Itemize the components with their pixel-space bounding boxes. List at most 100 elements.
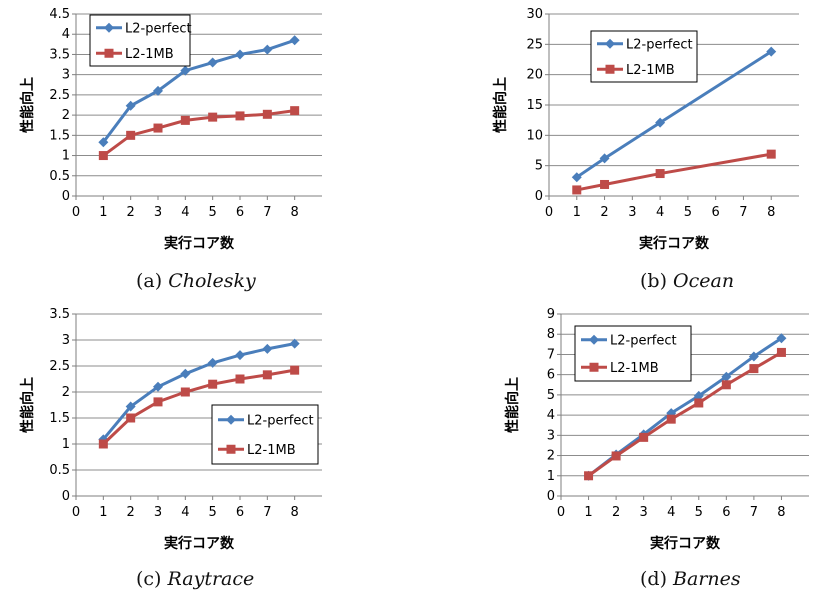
legend-label: L2-1MB: [610, 361, 659, 376]
data-point: [290, 365, 300, 375]
legend-label: L2-1MB: [626, 63, 675, 78]
x-tick-label: 8: [291, 205, 299, 220]
y-tick-label: 2: [62, 385, 70, 400]
legend-label: L2-perfect: [247, 413, 314, 428]
data-point: [766, 149, 776, 159]
data-point: [600, 179, 610, 189]
y-axis-label: 性能向上: [19, 77, 36, 133]
y-tick-label: 2.5: [49, 88, 70, 103]
series-l2-perfect: [571, 46, 777, 183]
x-tick-label: 3: [640, 505, 648, 520]
y-tick-label: 3.5: [49, 47, 70, 62]
data-point: [571, 172, 582, 183]
data-point: [693, 390, 704, 401]
x-tick-label: 7: [739, 205, 747, 220]
x-tick-label: 2: [600, 205, 608, 220]
data-point: [694, 398, 704, 408]
x-tick-label: 7: [750, 505, 758, 520]
y-tick-label: 1.5: [49, 128, 70, 143]
data-point: [290, 106, 300, 116]
y-tick-label: 20: [526, 68, 543, 83]
caption-text: Cholesky: [168, 270, 256, 292]
data-point: [262, 343, 273, 354]
x-tick-label: 1: [99, 505, 107, 520]
legend: L2-perfect L2-1MB: [211, 404, 319, 465]
y-tick-label: 10: [526, 128, 543, 143]
legend: L2-perfect L2-1MB: [590, 30, 698, 83]
caption-text: Raytrace: [167, 568, 255, 590]
x-tick-label: 6: [712, 205, 720, 220]
y-tick-label: 0: [62, 489, 70, 504]
data-point: [98, 137, 109, 148]
series-l2-perfect: [98, 338, 300, 445]
series-line: [102, 368, 295, 446]
legend-swatch-marker: [605, 64, 615, 74]
x-tick-label: 4: [667, 505, 675, 520]
data-point: [207, 57, 218, 68]
x-tick-label: 2: [127, 505, 135, 520]
series-line: [102, 109, 295, 157]
legend-label: L2-perfect: [610, 333, 677, 348]
x-tick-label: 8: [777, 505, 785, 520]
y-tick-label: 4: [547, 408, 555, 423]
caption-cholesky: (a) Cholesky: [136, 270, 256, 292]
series-line: [575, 50, 773, 179]
data-point: [721, 371, 732, 382]
y-tick-label: 0: [535, 189, 543, 204]
x-tick-label: 0: [545, 205, 553, 220]
data-point: [262, 44, 273, 55]
x-tick-label: 2: [127, 205, 135, 220]
y-tick-label: 9: [547, 307, 555, 322]
x-tick-label: 6: [722, 505, 730, 520]
data-point: [289, 35, 300, 46]
caption-label: (a): [136, 270, 163, 292]
x-tick-label: 3: [154, 505, 162, 520]
x-tick-label: 1: [99, 205, 107, 220]
legend: L2-perfect L2-1MB: [89, 14, 192, 67]
data-point: [235, 111, 245, 121]
data-point: [126, 413, 136, 423]
data-point: [207, 357, 218, 368]
data-point: [235, 49, 245, 60]
x-tick-label: 6: [236, 205, 244, 220]
y-tick-label: 2: [62, 108, 70, 123]
x-tick-label: 1: [573, 205, 581, 220]
legend-swatch-marker: [226, 444, 236, 454]
data-point: [208, 112, 218, 122]
data-point: [153, 397, 163, 407]
y-tick-label: 3: [62, 333, 70, 348]
data-point: [180, 115, 190, 125]
x-tick-label: 5: [209, 505, 217, 520]
legend-swatch-marker: [605, 38, 615, 49]
caption-raytrace: (c) Raytrace: [136, 568, 254, 590]
series-l2-1mb: [584, 347, 786, 481]
x-tick-label: 3: [628, 205, 636, 220]
data-point: [235, 374, 245, 384]
data-point: [599, 153, 610, 164]
data-point: [125, 401, 136, 412]
data-point: [666, 408, 677, 419]
data-point: [584, 471, 594, 481]
caption-label: (b): [640, 270, 667, 292]
legend: L2-perfect L2-1MB: [574, 325, 692, 382]
y-tick-label: 5: [547, 388, 555, 403]
data-point: [611, 451, 621, 461]
y-axis-label: 性能向上: [504, 377, 521, 433]
series-l2-perfect: [98, 35, 300, 148]
series-l2-1mb: [572, 149, 776, 195]
y-tick-label: 2.5: [49, 359, 70, 374]
data-point: [289, 338, 300, 349]
data-point: [655, 117, 666, 128]
x-axis-label: 実行コア数: [164, 535, 235, 552]
legend-swatch-marker: [226, 414, 236, 425]
y-tick-label: 1: [547, 469, 555, 484]
y-tick-label: 5: [535, 159, 543, 174]
chart-cholesky: 0 0.5 1 1.5 2 2.5 3 3.5 4 4.5 0 1 2 3 4 5 6 7 8 実行コア数 性能向上 L2…: [19, 7, 322, 252]
y-tick-label: 3: [547, 428, 555, 443]
data-point: [180, 65, 191, 76]
data-point: [721, 380, 731, 390]
legend-label: L2-perfect: [626, 37, 693, 52]
x-axis-label: 実行コア数: [639, 235, 710, 252]
legend-label: L2-1MB: [247, 443, 296, 458]
data-point: [98, 151, 108, 161]
